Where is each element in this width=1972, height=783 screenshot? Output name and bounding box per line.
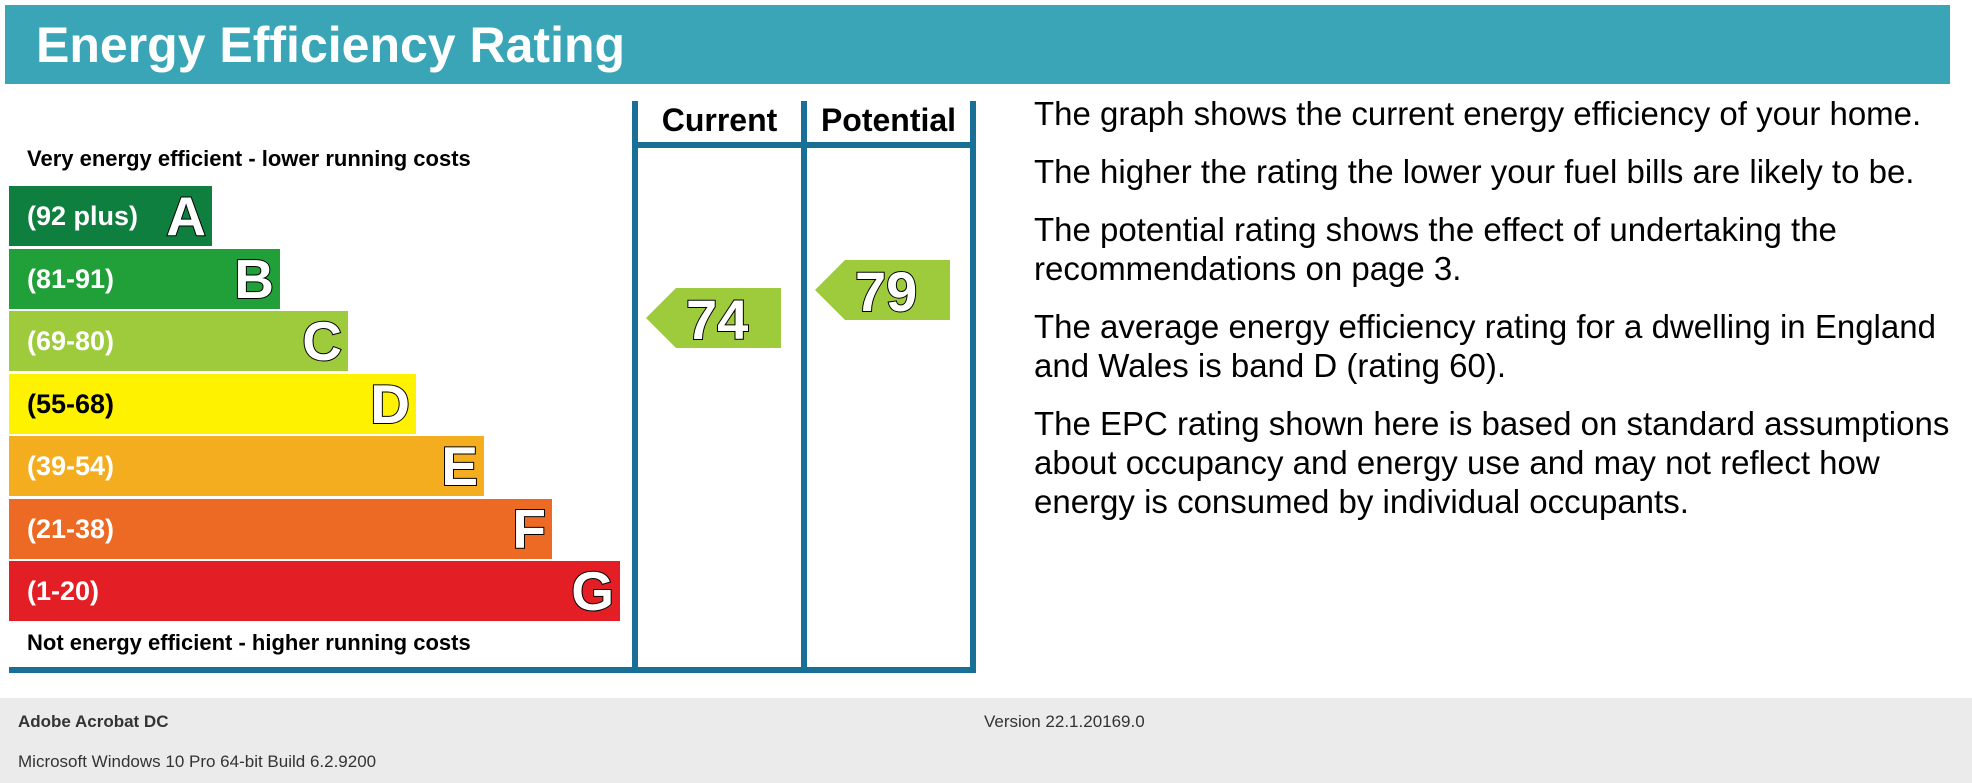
caption-bottom: Not energy efficient - higher running co… (27, 630, 471, 655)
rating-value-potential: 79 (854, 260, 918, 324)
footer-os: Microsoft Windows 10 Pro 64-bit Build 6.… (18, 752, 377, 771)
frame-middle-line (801, 101, 807, 673)
band-letter: G (570, 560, 615, 622)
band-letter: F (511, 497, 547, 560)
band-d: (55-68) D (9, 372, 416, 435)
rating-arrow-potential (815, 260, 950, 321)
band-letter: C (301, 310, 343, 372)
band-b: (81-91) B (9, 247, 280, 310)
band-f: (21-38) F (9, 497, 552, 560)
band-g: (1-20) G (9, 560, 620, 622)
band-range-label: (55-68) (27, 388, 115, 419)
band-range-label: (69-80) (27, 326, 115, 356)
frame-bottom-line (9, 667, 976, 673)
band-range-label: (39-54) (27, 451, 115, 481)
band-range-label: (21-38) (27, 513, 115, 544)
band-letter: A (165, 185, 207, 247)
frame-header-line (632, 142, 976, 148)
frame-right-line (970, 101, 976, 673)
band-a: (92 plus) A (9, 185, 212, 247)
footer-bar: Adobe Acrobat DC Version 22.1.20169.0 Mi… (0, 698, 1972, 783)
frame-left-line (632, 101, 638, 673)
info-paragraph: The EPC rating shown here is based on st… (1034, 405, 1950, 520)
band-e: (39-54) E (9, 435, 484, 497)
page-title: Energy Efficiency Rating (36, 17, 626, 73)
footer-version: Version 22.1.20169.0 (984, 712, 1145, 731)
rating-arrow-current (646, 287, 781, 348)
band-letter: B (233, 247, 275, 310)
info-text: The graph shows the current energy effic… (1034, 94, 1954, 540)
footer-app-name: Adobe Acrobat DC (18, 712, 169, 731)
arrow-shape (815, 260, 950, 321)
column-head-current: Current (661, 102, 778, 138)
info-paragraph: The higher the rating the lower your fue… (1034, 153, 1915, 190)
info-paragraph: The graph shows the current energy effic… (1034, 95, 1922, 132)
column-head-potential: Potential (820, 102, 957, 138)
band-range-label: (92 plus) (27, 201, 139, 231)
band-letter: D (369, 372, 411, 435)
arrow-shape (646, 287, 781, 348)
caption-top: Very energy efficient - lower running co… (27, 146, 471, 171)
band-range-label: (1-20) (27, 576, 100, 606)
band-letter: E (440, 435, 479, 497)
band-range-label: (81-91) (27, 263, 115, 294)
rating-value-current: 74 (685, 287, 749, 351)
title-bar: Energy Efficiency Rating (5, 5, 1950, 84)
info-paragraph: The average energy efficiency rating for… (1034, 308, 1936, 384)
band-c: (69-80) C (9, 310, 348, 372)
info-paragraph: The potential rating shows the effect of… (1034, 211, 1837, 287)
